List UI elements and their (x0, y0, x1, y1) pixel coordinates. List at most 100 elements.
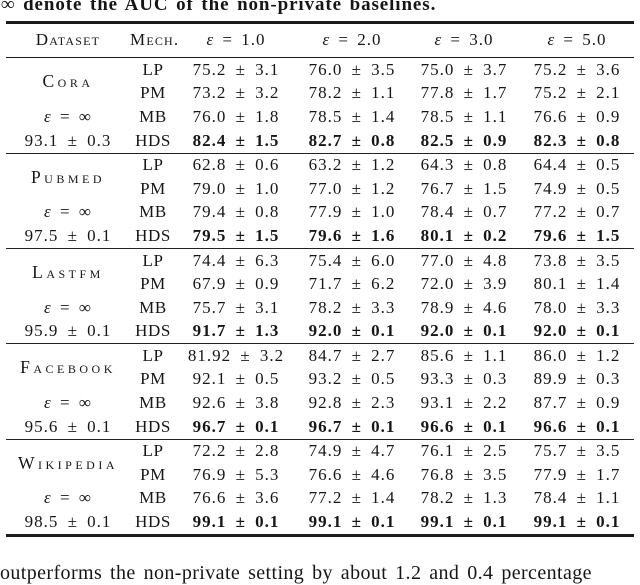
auc-value: 92.1 ± 0.5 (192, 369, 280, 389)
mech-label: LP (142, 441, 164, 461)
auc-value: 76.6 ± 3.6 (192, 488, 280, 508)
dataset-name: Lastfm (32, 262, 104, 283)
dataset-nonprivate-auc: 93.1 ± 0.3 (24, 130, 112, 150)
auc-value: 75.7 ± 3.1 (192, 297, 280, 317)
auc-value: 78.2 ± 1.3 (420, 488, 508, 508)
auc-value: 74.9 ± 4.7 (308, 441, 396, 461)
auc-value: 92.6 ± 3.8 (192, 393, 280, 413)
auc-value: 64.4 ± 0.5 (533, 155, 621, 175)
auc-value: 99.1 ± 0.1 (192, 512, 280, 532)
dataset-name: Cora (42, 71, 94, 92)
auc-value: 99.1 ± 0.1 (420, 512, 508, 532)
dataset-group-cora: Cora ε = ∞ 93.1 ± 0.3 LP 75.2 ± 3.1 76.0 ± 3.… (6, 58, 634, 152)
auc-value: 77.2 ± 1.4 (308, 488, 396, 508)
col-header-dataset: Dataset (35, 29, 101, 49)
auc-value: 71.7 ± 6.2 (308, 274, 396, 294)
auc-value: 62.8 ± 0.6 (192, 155, 280, 175)
dataset-group-lastfm: Lastfm ε = ∞ 95.9 ± 0.1 LP 74.4 ± 6.3 75.4 ± … (6, 248, 634, 343)
col-header-eps-1: ε = 1.0 (206, 29, 266, 49)
auc-value: 79.4 ± 0.8 (192, 202, 280, 222)
table-groups: Cora ε = ∞ 93.1 ± 0.3 LP 75.2 ± 3.1 76.0 ± 3.… (6, 58, 634, 534)
auc-value: 74.4 ± 6.3 (192, 250, 280, 270)
auc-value: 76.0 ± 1.8 (192, 106, 280, 126)
auc-value: 82.7 ± 0.8 (308, 130, 396, 150)
auc-value: 67.9 ± 0.9 (192, 274, 280, 294)
auc-value: 92.0 ± 0.1 (308, 321, 396, 341)
mech-label: LP (142, 155, 164, 175)
mech-label: HDS (135, 225, 171, 245)
auc-value: 79.6 ± 1.5 (533, 225, 621, 245)
dataset-nonprivate-auc: 97.5 ± 0.1 (24, 225, 112, 245)
table-rule-bottom (6, 534, 634, 538)
auc-value: 80.1 ± 1.4 (533, 274, 621, 294)
auc-value: 76.6 ± 4.6 (308, 464, 396, 484)
auc-value: 77.8 ± 1.7 (420, 83, 508, 103)
mech-label: MB (139, 393, 167, 413)
dataset-epsilon-infinity-label: ε = ∞ (44, 297, 92, 317)
dataset-group-facebook: Facebook ε = ∞ 95.6 ± 0.1 LP 81.92 ± 3.2 84.7… (6, 343, 634, 438)
col-header-mech: Mech. (130, 29, 180, 49)
auc-value: 76.9 ± 5.3 (192, 464, 280, 484)
mech-label: PM (140, 274, 166, 294)
auc-value: 77.2 ± 0.7 (533, 202, 621, 222)
col-header-eps-2: ε = 2.0 (322, 29, 382, 49)
dataset-name: Wikipedia (17, 452, 118, 473)
caption-top-fragment: ∞ denote the AUC of the non-private base… (1, 0, 437, 15)
auc-value: 85.6 ± 1.1 (420, 345, 508, 365)
dataset-nonprivate-auc: 95.9 ± 0.1 (24, 321, 112, 341)
auc-value: 76.6 ± 0.9 (533, 106, 621, 126)
auc-value: 96.6 ± 0.1 (533, 416, 621, 436)
auc-value: 63.2 ± 1.2 (308, 155, 396, 175)
auc-value: 91.7 ± 1.3 (192, 321, 280, 341)
auc-value: 77.0 ± 1.2 (308, 178, 396, 198)
mech-label: HDS (135, 416, 171, 436)
mech-label: MB (139, 297, 167, 317)
mech-label: LP (142, 250, 164, 270)
dataset-epsilon-infinity-label: ε = ∞ (44, 393, 92, 413)
auc-value: 76.8 ± 3.5 (420, 464, 508, 484)
auc-value: 92.0 ± 0.1 (533, 321, 621, 341)
table-rule-header (6, 56, 634, 59)
dataset-nonprivate-auc: 98.5 ± 0.1 (24, 512, 112, 532)
mech-label: PM (140, 83, 166, 103)
auc-value: 93.2 ± 0.5 (308, 369, 396, 389)
auc-value: 72.2 ± 2.8 (192, 441, 280, 461)
auc-value: 76.7 ± 1.5 (420, 178, 508, 198)
table-header-row: Dataset Mech. ε = 1.0 ε = 2.0 ε = 3.0 ε … (6, 24, 634, 57)
mech-label: MB (139, 202, 167, 222)
auc-value: 75.2 ± 3.1 (192, 59, 280, 79)
auc-value: 75.2 ± 3.6 (533, 59, 621, 79)
auc-value: 89.9 ± 0.3 (533, 369, 621, 389)
auc-value: 87.7 ± 0.9 (533, 393, 621, 413)
auc-value: 99.1 ± 0.1 (308, 512, 396, 532)
auc-value: 99.1 ± 0.1 (533, 512, 621, 532)
auc-value: 72.0 ± 3.9 (420, 274, 508, 294)
auc-value: 73.2 ± 3.2 (192, 83, 280, 103)
col-header-eps-3: ε = 3.0 (434, 29, 494, 49)
auc-value: 76.0 ± 3.5 (308, 59, 396, 79)
auc-value: 77.9 ± 1.0 (308, 202, 396, 222)
auc-value: 77.0 ± 4.8 (420, 250, 508, 270)
auc-value: 75.7 ± 3.5 (533, 441, 621, 461)
auc-value: 92.8 ± 2.3 (308, 393, 396, 413)
auc-value: 84.7 ± 2.7 (308, 345, 396, 365)
col-header-eps-5: ε = 5.0 (547, 29, 607, 49)
mech-label: MB (139, 106, 167, 126)
auc-value: 82.4 ± 1.5 (192, 130, 280, 150)
dataset-group-wikipedia: Wikipedia ε = ∞ 98.5 ± 0.1 LP 72.2 ± 2.8 74.9… (6, 438, 634, 534)
mech-label: HDS (135, 321, 171, 341)
mech-label: PM (140, 178, 166, 198)
dataset-name: Facebook (20, 357, 116, 378)
dataset-name: Pubmed (30, 166, 106, 187)
auc-value: 75.4 ± 6.0 (308, 250, 396, 270)
body-text-fragment: outperforms the non-private setting by a… (0, 562, 592, 584)
mech-label: HDS (135, 130, 171, 150)
auc-value: 78.2 ± 1.1 (308, 83, 396, 103)
auc-value: 77.9 ± 1.7 (533, 464, 621, 484)
mech-label: PM (140, 464, 166, 484)
dataset-epsilon-infinity-label: ε = ∞ (44, 106, 92, 126)
auc-value: 80.1 ± 0.2 (420, 225, 508, 245)
table-rule-top (6, 21, 634, 24)
auc-value: 75.2 ± 2.1 (533, 83, 621, 103)
auc-value: 79.5 ± 1.5 (192, 225, 280, 245)
